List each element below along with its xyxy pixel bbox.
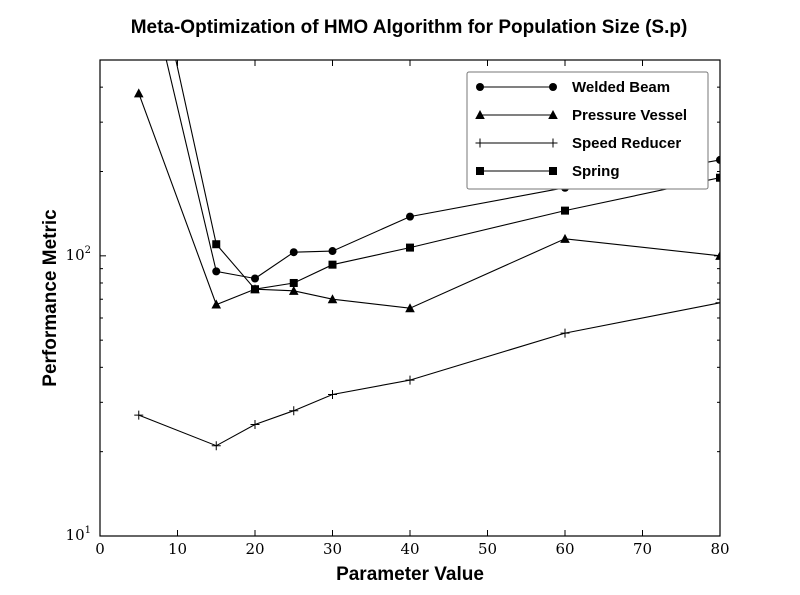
legend-item-speed-reducer: Speed Reducer xyxy=(475,135,681,152)
legend-label: Spring xyxy=(572,163,620,180)
x-axis-label: Parameter Value xyxy=(336,564,484,585)
data-point-speed-reducer xyxy=(405,375,415,385)
legend: Welded Beam Pressure Vessel Speed Reducer S… xyxy=(466,71,709,190)
series-speed-reducer xyxy=(134,298,720,451)
y-axis-label: Performance Metric xyxy=(40,209,61,387)
plot-frame xyxy=(99,59,721,537)
legend-marker xyxy=(475,138,485,148)
legend-marker xyxy=(548,138,558,148)
legend-item-pressure-vessel: Pressure Vessel xyxy=(475,107,687,124)
legend-marker xyxy=(476,83,484,91)
data-point-speed-reducer xyxy=(289,406,299,416)
x-tick-label: 20 xyxy=(245,540,264,558)
data-point-pressure-vessel xyxy=(133,88,144,98)
x-tick-label: 50 xyxy=(478,540,497,558)
series-line-spring xyxy=(175,60,720,290)
data-point-spring xyxy=(561,206,569,215)
data-point-welded-beam xyxy=(406,212,414,221)
x-tick-label: 60 xyxy=(555,540,574,558)
data-point-spring xyxy=(289,278,298,287)
data-point-spring xyxy=(328,260,337,269)
x-tick-label: 40 xyxy=(400,540,419,558)
series-line-welded-beam xyxy=(165,60,720,280)
x-tick-label: 70 xyxy=(633,540,652,558)
legend-marker xyxy=(549,167,557,175)
data-point-speed-reducer xyxy=(328,389,337,399)
data-point-pressure-vessel xyxy=(405,303,415,313)
data-point-welded-beam xyxy=(716,155,720,164)
x-tick-label: 10 xyxy=(168,540,187,558)
chart-title: Meta-Optimization of HMO Algorithm for P… xyxy=(131,17,688,38)
data-point-speed-reducer xyxy=(211,441,221,451)
legend-marker xyxy=(476,167,484,175)
data-point-pressure-vessel xyxy=(715,250,720,260)
data-point-spring xyxy=(251,285,259,294)
data-point-speed-reducer xyxy=(560,328,570,338)
legend-box xyxy=(466,71,709,190)
data-point-welded-beam xyxy=(251,274,259,283)
data-point-speed-reducer xyxy=(134,410,144,420)
data-point-speed-reducer xyxy=(715,298,720,308)
data-point-welded-beam xyxy=(212,267,221,276)
data-point-pressure-vessel xyxy=(560,233,570,243)
y-tick-label: 102 xyxy=(66,245,91,264)
x-tick-label: 80 xyxy=(710,540,729,558)
x-tick-label: 0 xyxy=(95,540,105,558)
x-tick-label: 30 xyxy=(323,540,342,558)
legend-item-spring: Spring xyxy=(476,163,620,180)
data-point-pressure-vessel xyxy=(327,294,338,304)
data-point-pressure-vessel xyxy=(211,299,222,309)
data-point-pressure-vessel xyxy=(288,285,299,295)
legend-label: Pressure Vessel xyxy=(572,107,687,124)
legend-marker xyxy=(475,110,485,119)
series-line-pressure-vessel xyxy=(138,93,720,309)
data-point-welded-beam xyxy=(328,247,337,256)
data-point-speed-reducer xyxy=(250,420,260,430)
series-spring xyxy=(175,60,720,294)
data-point-spring xyxy=(212,240,221,249)
data-point-spring xyxy=(406,243,414,252)
data-point-spring xyxy=(716,173,720,182)
series-line-speed-reducer xyxy=(138,302,720,447)
legend-marker xyxy=(549,83,557,91)
legend-label: Speed Reducer xyxy=(572,135,681,152)
legend-label: Welded Beam xyxy=(572,79,670,96)
data-point-welded-beam xyxy=(289,248,298,257)
legend-item-welded-beam: Welded Beam xyxy=(476,79,670,96)
y-tick-label: 101 xyxy=(66,525,91,544)
legend-marker xyxy=(548,110,558,119)
